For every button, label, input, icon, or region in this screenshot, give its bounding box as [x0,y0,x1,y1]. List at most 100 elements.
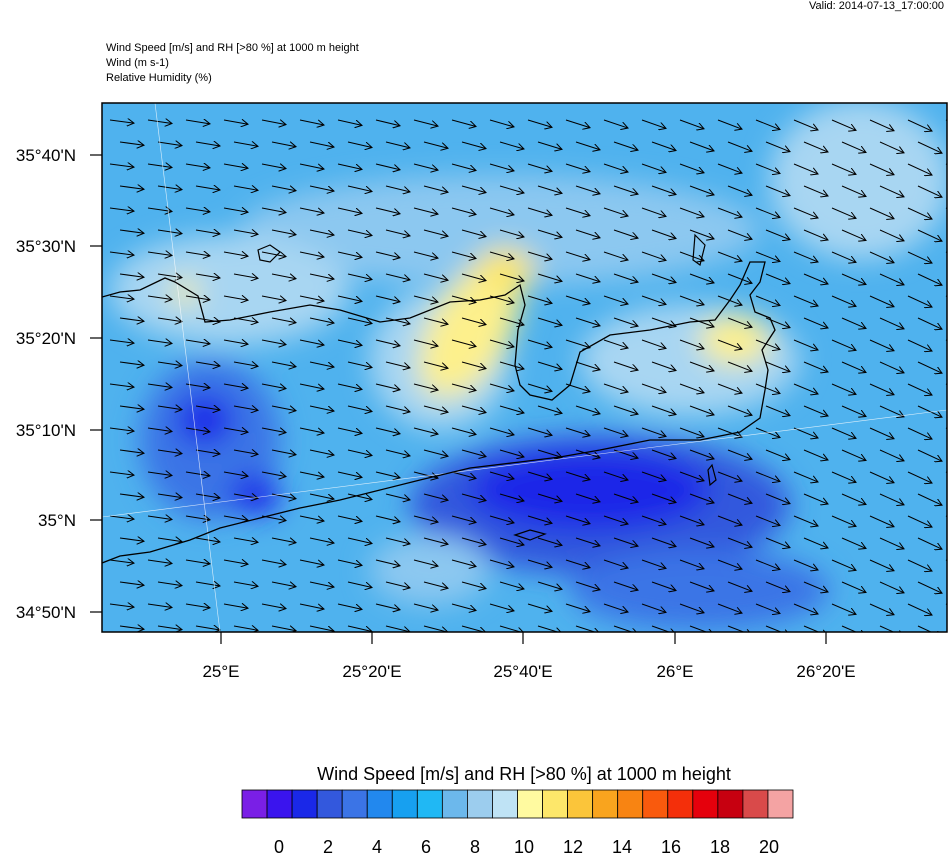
wind-arrow [423,493,448,500]
wind-arrow [831,295,856,306]
wind-arrow [109,516,134,519]
wind-arrow [831,251,856,262]
wind-arrow [803,581,828,592]
colorbar-box [567,789,594,819]
wind-arrow [803,493,828,504]
wind-arrow [261,384,286,389]
wind-arrow [717,559,742,569]
wind-arrow [119,406,144,409]
lon-label: 25°40'E [493,662,552,681]
wind-arrow [223,560,248,564]
wind-arrow [157,230,182,234]
wind-arrow [651,405,676,415]
wind-arrow [537,273,562,281]
wind-arrow [233,582,258,586]
wind-arrow [119,582,144,585]
wind-arrow [831,559,856,570]
wind-arrow [451,603,476,611]
wind-arrow [717,207,742,217]
wind-arrow [233,230,258,234]
wind-arrow [527,207,552,215]
wind-arrow [461,405,486,413]
wind-arrow [793,603,818,614]
wind-arrow [841,229,866,240]
wind-arrow [347,449,372,455]
wind-arrow [603,251,628,260]
wind-arrow [755,515,780,526]
wind-arrow [385,625,410,632]
wind-arrow [195,362,220,366]
wind-arrow [347,229,372,235]
wind-arrow [233,538,258,542]
wind-arrow [765,581,790,592]
wind-arrow [755,339,780,350]
wind-arrow [565,207,590,216]
wind-arrow [375,559,400,566]
wind-arrow [689,317,714,327]
wind-arrow [537,493,562,501]
colorbar-box [492,789,518,819]
wind-arrow [109,604,134,607]
wind-arrow [613,185,638,194]
wind-arrow [461,141,486,149]
colorbar-label: 16 [661,837,681,854]
wind-arrow [565,515,590,524]
wind-arrow [461,273,486,281]
wind-arrow [917,537,942,549]
wind-arrow [261,472,286,477]
wind-arrow [689,537,714,547]
colorbar-label: 18 [710,837,730,854]
wind-arrow [109,120,134,123]
wind-arrow [451,471,476,479]
wind-arrow [109,164,134,167]
wind-arrow [489,339,514,347]
wind-arrow [565,559,590,568]
wind-arrow [147,560,172,563]
wind-arrow [499,273,524,281]
wind-arrow [565,339,590,348]
wind-arrow [499,405,524,413]
wind-arrow [717,515,742,525]
wind-arrow [603,515,628,524]
colorbar-title: Wind Speed [m/s] and RH [>80 %] at 1000 … [317,764,731,784]
wind-arrow [489,119,514,127]
wind-arrow [575,273,600,282]
wind-arrow [423,317,448,324]
wind-arrow [755,559,780,570]
wind-arrow [537,185,562,193]
wind-arrow [651,141,676,151]
wind-arrow [841,537,866,548]
wind-arrow [423,581,448,588]
wind-arrow [119,362,144,365]
wind-arrow [869,207,894,219]
wind-arrow [689,185,714,195]
wind-arrow [641,251,666,260]
wind-arrow [755,295,780,306]
wind-arrow [157,538,182,542]
wind-arrow [651,185,676,195]
wind-arrow [727,141,752,151]
wind-arrow [385,229,410,236]
wind-arrow [185,208,210,212]
wind-arrow [651,449,676,459]
wind-arrow [119,186,144,189]
wind-arrow [461,581,486,589]
wind-arrow [603,603,628,612]
wind-arrow [831,427,856,438]
wind-arrow [147,384,172,387]
wind-arrow [755,207,780,218]
wind-arrow [489,207,514,215]
lon-label: 26°E [656,662,693,681]
wind-arrow [489,603,514,611]
wind-arrow [841,317,866,328]
wind-arrow [413,207,438,214]
wind-arrow [385,405,410,412]
wind-arrow [717,251,742,261]
wind-arrow [195,142,220,146]
lat-label: 35°20'N [16,329,76,348]
colorbar-label: 6 [421,837,431,854]
wind-arrow [309,625,334,631]
wind-arrow [651,493,676,503]
wind-arrow [803,537,828,548]
wind-arrow [907,383,932,395]
